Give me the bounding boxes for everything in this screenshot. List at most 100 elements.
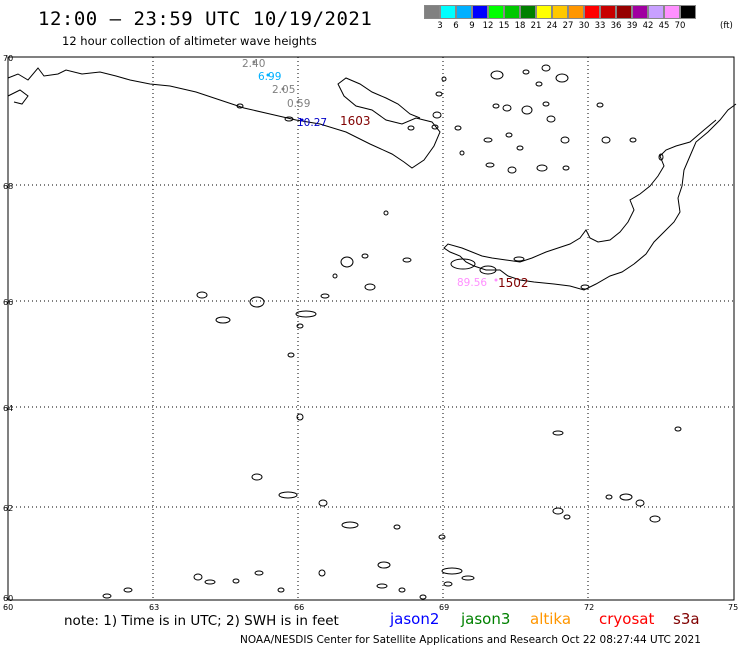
island xyxy=(277,587,285,593)
legend-swatches xyxy=(424,5,728,19)
island xyxy=(502,104,512,112)
legend-unit: (ft) xyxy=(720,21,733,31)
island xyxy=(521,105,533,115)
island xyxy=(431,124,439,130)
island xyxy=(658,153,664,161)
track-id-label: 1502 xyxy=(498,276,529,290)
lat-tick-label: 66 xyxy=(3,298,13,307)
island xyxy=(383,210,389,216)
island xyxy=(249,296,265,308)
obs-label: 6.99 xyxy=(258,71,281,83)
track-points xyxy=(252,60,498,282)
island xyxy=(441,567,463,575)
track-id-label: 1603 xyxy=(340,114,371,128)
island xyxy=(441,76,447,82)
island xyxy=(251,473,263,481)
lon-tick-label: 72 xyxy=(584,603,594,612)
island xyxy=(254,570,264,576)
axis-labels: 70 68 66 64 62 60 60 63 66 69 72 75 xyxy=(3,54,738,612)
island xyxy=(649,515,661,523)
legend-label: 36 xyxy=(610,21,622,31)
island xyxy=(635,499,645,507)
map-title: 12:00 — 23:59 UTC 10/19/2021 xyxy=(38,8,373,30)
island xyxy=(507,166,517,174)
map-frame xyxy=(7,56,735,601)
island xyxy=(296,413,304,421)
lon-tick-label: 75 xyxy=(728,603,738,612)
legend-swatch xyxy=(552,5,568,19)
lon-tick-label: 66 xyxy=(294,603,304,612)
island xyxy=(555,73,569,83)
island xyxy=(461,575,475,581)
coastline-east xyxy=(443,103,737,291)
island xyxy=(485,162,495,168)
island xyxy=(619,493,633,501)
legend-swatch xyxy=(568,5,584,19)
island xyxy=(490,70,504,80)
satellite-s3a: s3a xyxy=(673,610,700,628)
island xyxy=(513,256,525,262)
island xyxy=(516,145,524,151)
legend-swatch xyxy=(488,5,504,19)
island xyxy=(196,291,208,299)
island xyxy=(361,253,369,259)
island xyxy=(407,125,415,131)
island xyxy=(443,581,453,587)
legend-label: 42 xyxy=(642,21,654,31)
island xyxy=(535,81,543,87)
legend-swatch xyxy=(424,5,440,19)
island xyxy=(340,256,354,268)
lat-tick-label: 62 xyxy=(3,504,13,513)
track-point xyxy=(252,60,256,64)
island xyxy=(563,514,571,520)
island xyxy=(278,491,298,499)
islands xyxy=(102,64,682,600)
track-point xyxy=(494,278,498,282)
island xyxy=(541,64,551,72)
legend-label: 12 xyxy=(482,21,494,31)
legend-swatch xyxy=(680,5,696,19)
island xyxy=(546,115,556,123)
footer-note: note: 1) Time is in UTC; 2) SWH is in fe… xyxy=(64,613,339,629)
island xyxy=(236,103,244,109)
island xyxy=(674,426,682,432)
legend-swatch xyxy=(536,5,552,19)
island xyxy=(419,594,427,600)
track-point xyxy=(300,118,304,122)
island xyxy=(296,323,304,329)
legend-swatch xyxy=(440,5,456,19)
coastline xyxy=(7,67,737,291)
island xyxy=(284,116,294,122)
legend-label: 9 xyxy=(469,21,475,31)
legend-swatch xyxy=(504,5,520,19)
legend-label: 30 xyxy=(578,21,590,31)
island xyxy=(479,265,497,275)
legend-label: 45 xyxy=(658,21,670,31)
obs-label: 0.59 xyxy=(287,98,310,110)
island xyxy=(320,293,330,299)
island xyxy=(398,587,406,593)
island xyxy=(459,150,465,156)
island xyxy=(542,101,550,107)
island xyxy=(215,316,231,324)
island xyxy=(376,583,388,589)
legend-label: 21 xyxy=(530,21,542,31)
legend-label: 6 xyxy=(453,21,459,31)
track-point xyxy=(266,73,270,77)
obs-label: 89.56 xyxy=(457,277,487,289)
island xyxy=(377,561,391,569)
island xyxy=(596,102,604,108)
island xyxy=(318,499,328,507)
legend-label: 18 xyxy=(514,21,526,31)
lat-tick-label: 68 xyxy=(3,182,13,191)
island xyxy=(102,593,112,599)
graticule xyxy=(8,57,734,600)
map-subtitle: 12 hour collection of altimeter wave hei… xyxy=(62,34,317,48)
lon-tick-label: 69 xyxy=(439,603,449,612)
island xyxy=(393,524,401,530)
lat-tick-label: 60 xyxy=(3,594,13,603)
footer-credit: NOAA/NESDIS Center for Satellite Applica… xyxy=(240,634,701,646)
island xyxy=(552,507,564,515)
legend-swatch xyxy=(472,5,488,19)
island xyxy=(438,534,446,540)
